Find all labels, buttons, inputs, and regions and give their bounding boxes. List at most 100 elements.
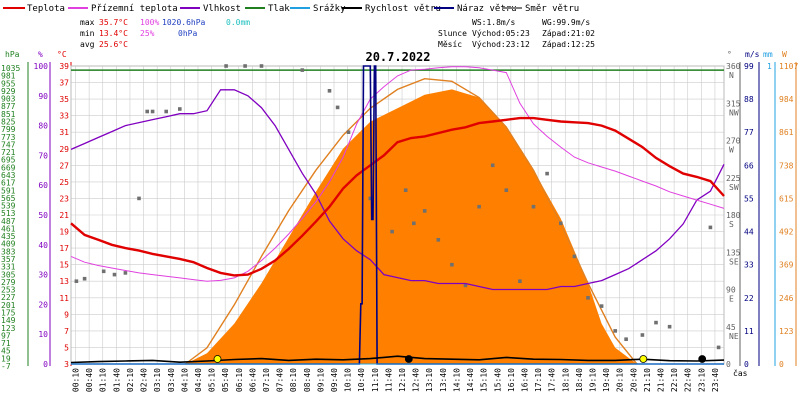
press-tick-label: 695	[1, 156, 16, 165]
press-tick-label: 773	[1, 133, 16, 142]
x-tick-label: 10:10	[344, 368, 353, 392]
solar-tick-label: 861	[779, 128, 794, 137]
moonset-time: Západ:12:25	[542, 40, 595, 49]
hum-tick-label: 50	[38, 211, 48, 220]
temp-tick-label: 29	[59, 145, 69, 154]
hum-tick-label: 20	[38, 300, 48, 309]
x-tick-label: 18:40	[575, 368, 584, 392]
x-tick-label: 04:40	[194, 368, 203, 392]
x-tick-label: 07:40	[276, 368, 285, 392]
x-tick-label: 19:40	[602, 368, 611, 392]
sun-label: Slunce	[438, 29, 467, 38]
wind-direction-point	[368, 196, 373, 201]
wind-tick-label: 88	[744, 95, 754, 104]
press-tick-label: -7	[1, 362, 11, 371]
press-tick-label: 669	[1, 163, 16, 172]
dir-tick-name: NW	[729, 108, 739, 117]
x-tick-label: 16:40	[521, 368, 530, 392]
x-tick-label: 16:10	[507, 368, 516, 392]
press-tick-label: 461	[1, 224, 16, 233]
press-tick-label: 487	[1, 217, 16, 226]
x-tick-label: 09:10	[316, 368, 325, 392]
legend-item-wind-speed: Rychlost větru	[342, 4, 441, 14]
legend-label: Přízemní teplota	[91, 4, 178, 14]
x-tick-label: 21:40	[657, 368, 666, 392]
hum-tick-label: 60	[38, 181, 48, 190]
hum-tick-label: 90	[38, 92, 48, 101]
sun-marker-sunset	[639, 355, 648, 363]
x-tick-label: 05:10	[208, 368, 217, 392]
sun-marker-sunrise	[213, 355, 222, 363]
moon-marker-moonset	[404, 355, 413, 363]
press-tick-label: 929	[1, 87, 16, 96]
temp-tick-label: 11	[59, 294, 69, 303]
solar-tick-label: 738	[779, 161, 794, 170]
wind-unit: m/s	[745, 50, 760, 59]
hum-tick-label: 0	[43, 360, 48, 369]
solar-tick-label: 369	[779, 261, 794, 270]
wind-direction-point	[335, 105, 340, 110]
temp-tick-label: 19	[59, 228, 69, 237]
solar-tick-label: 123	[779, 327, 794, 336]
press-tick-label: 279	[1, 278, 16, 287]
hum-tick-label: 10	[38, 330, 48, 339]
x-tick-label: 03:40	[167, 368, 176, 392]
moonrise-time: Východ:23:12	[472, 40, 530, 49]
series-ground-temperature	[70, 66, 725, 282]
x-tick-label: 14:40	[466, 368, 475, 392]
press-tick-label: 305	[1, 270, 16, 279]
legend-label: Vlhkost	[203, 4, 241, 14]
x-tick-label: 14:10	[453, 368, 462, 392]
series-temperature	[70, 116, 725, 277]
x-tick-label: 19:10	[589, 368, 598, 392]
legend-label: Rychlost větru	[365, 4, 441, 14]
hum-tick-label: 30	[38, 271, 48, 280]
hum-tick-label: 70	[38, 151, 48, 160]
wind-direction-point	[112, 272, 117, 277]
x-tick-label: 10:40	[357, 368, 366, 392]
x-tick-label: 12:40	[412, 368, 421, 392]
dir-tick-label: 360	[726, 62, 741, 71]
dir-tick-label: 135	[726, 248, 741, 257]
x-tick-label: 05:40	[221, 368, 230, 392]
chart-title: 20.7.2022	[365, 50, 430, 64]
x-tick-label: 11:10	[371, 368, 380, 392]
series-wind-speed	[70, 355, 725, 364]
legend-item-rain: Srážky	[290, 4, 346, 14]
wind-direction-point	[137, 196, 141, 201]
wind-direction-point	[403, 188, 408, 192]
wind-gust-info: WG:99.9m/s	[542, 18, 590, 27]
solar-tick-label: 0	[779, 360, 784, 369]
wind-direction-point	[101, 269, 106, 274]
wind-direction-point	[150, 109, 155, 114]
temp-tick-label: 17	[59, 244, 69, 253]
press-tick-label: 71	[1, 339, 11, 348]
wind-direction-point	[572, 254, 577, 259]
x-tick-label: 00:40	[85, 368, 94, 392]
wind-direction-point	[490, 163, 495, 168]
dir-tick-label: 270	[726, 137, 741, 146]
x-tick-label: 22:10	[670, 368, 679, 392]
wind-tick-label: 11	[744, 327, 754, 336]
wind-direction-point	[164, 109, 168, 114]
stats-max-hum: 100%	[140, 18, 159, 27]
press-tick-label: 617	[1, 179, 16, 188]
legend-label: Tlak	[268, 4, 290, 14]
series	[70, 64, 725, 365]
x-tick-label: 20:10	[616, 368, 625, 392]
press-tick-label: 123	[1, 324, 16, 333]
wind-direction-point	[531, 204, 536, 209]
solar-unit: W	[782, 50, 787, 59]
stats-max-press: 1020.6hPa	[162, 18, 206, 27]
press-tick-label: 825	[1, 117, 16, 126]
wind-tick-label: 44	[744, 228, 754, 237]
rain-tick-label: 1	[767, 62, 772, 71]
sunrise-time: Východ:05:23	[472, 29, 530, 38]
wind-direction-point	[259, 64, 264, 68]
x-tick-label: 11:40	[384, 368, 393, 392]
dir-tick-label: 315	[726, 99, 741, 108]
x-tick-label: 00:10	[72, 368, 81, 392]
wind-direction-point	[477, 204, 481, 209]
x-tick-label: 20:40	[629, 368, 638, 392]
press-tick-label: 331	[1, 263, 16, 272]
